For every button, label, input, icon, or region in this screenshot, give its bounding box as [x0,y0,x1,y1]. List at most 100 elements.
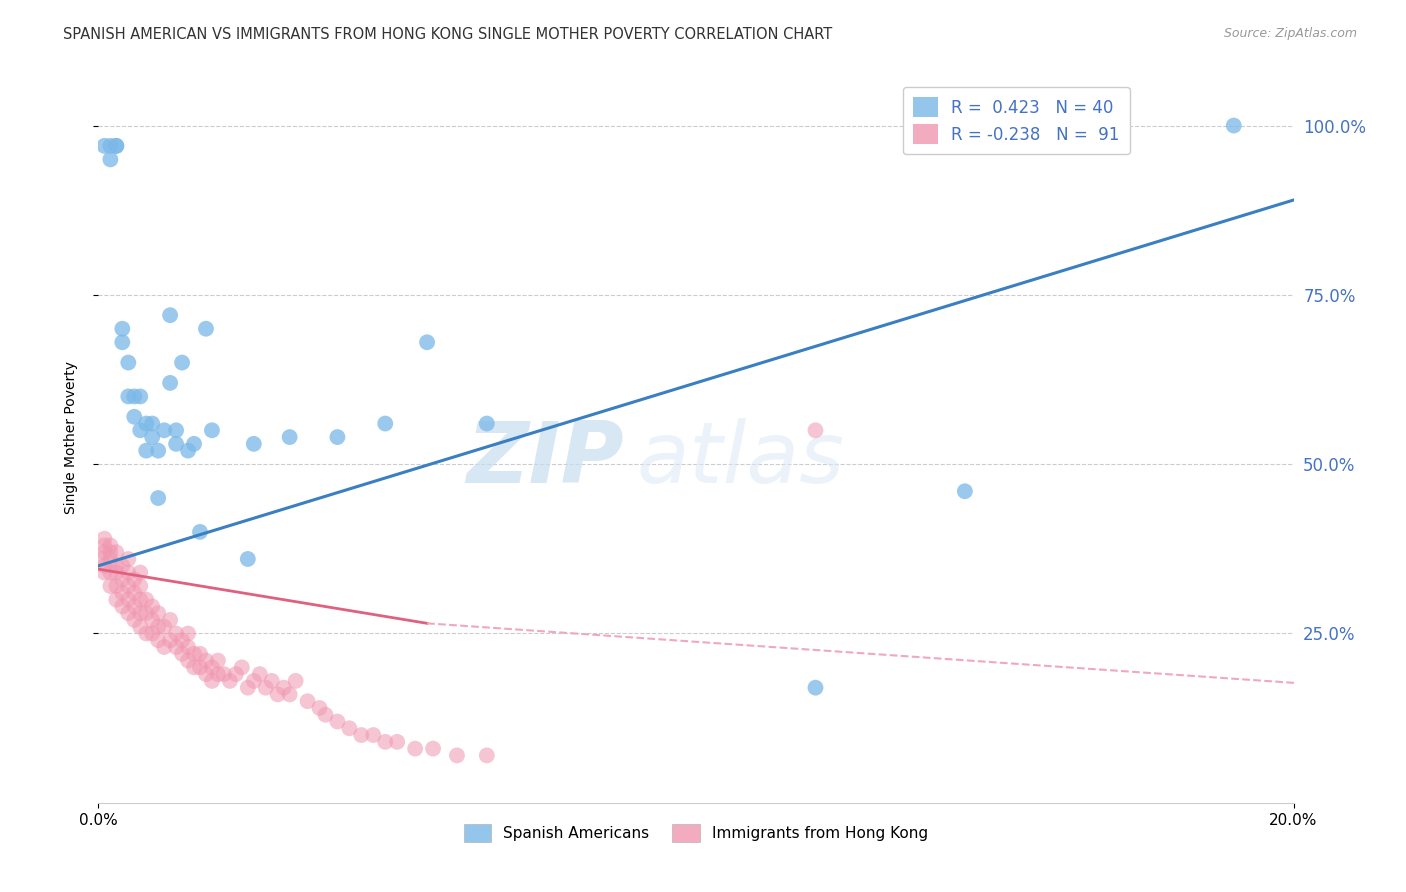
Text: ZIP: ZIP [467,417,624,500]
Point [446,748,468,763]
Point [141,417,163,431]
Point [129,423,152,437]
Point [124,572,146,586]
Point [141,613,163,627]
Point [212,667,235,681]
Point [404,741,426,756]
Point [422,741,444,756]
Point [326,714,349,729]
Point [315,707,337,722]
Point [284,673,307,688]
Point [124,409,146,424]
Point [111,335,134,350]
Y-axis label: Single Mother Poverty: Single Mother Poverty [63,360,77,514]
Text: atlas: atlas [637,417,844,500]
Point [267,688,290,702]
Point [129,579,152,593]
Point [98,566,122,580]
Point [117,552,139,566]
Point [374,417,396,431]
Point [98,579,122,593]
Point [90,552,112,566]
Point [124,586,146,600]
Point [135,626,157,640]
Point [804,681,827,695]
Point [93,538,115,552]
Point [278,688,301,702]
Point [195,654,218,668]
Point [273,681,295,695]
Point [148,443,170,458]
Point [159,308,181,322]
Point [98,545,122,559]
Point [416,335,439,350]
Point [165,423,187,437]
Point [159,613,181,627]
Point [129,389,152,403]
Point [111,586,134,600]
Point [129,566,152,580]
Point [135,606,157,620]
Point [148,620,170,634]
Point [93,566,115,580]
Point [183,660,205,674]
Text: Source: ZipAtlas.com: Source: ZipAtlas.com [1223,27,1357,40]
Point [1223,119,1246,133]
Point [105,592,128,607]
Point [260,673,283,688]
Point [124,599,146,614]
Point [188,660,211,674]
Point [148,633,170,648]
Point [207,667,229,681]
Point [129,592,152,607]
Point [111,572,134,586]
Point [195,322,218,336]
Point [141,599,163,614]
Point [98,538,122,552]
Point [98,153,122,167]
Point [804,423,827,437]
Point [350,728,373,742]
Point [231,660,253,674]
Point [201,673,224,688]
Point [243,673,266,688]
Point [159,376,181,390]
Point [165,626,187,640]
Point [363,728,385,742]
Point [475,417,498,431]
Point [129,620,152,634]
Point [297,694,319,708]
Point [172,355,194,369]
Point [165,640,187,654]
Point [183,437,205,451]
Point [124,389,146,403]
Point [201,423,224,437]
Point [117,579,139,593]
Point [236,681,259,695]
Text: SPANISH AMERICAN VS IMMIGRANTS FROM HONG KONG SINGLE MOTHER POVERTY CORRELATION : SPANISH AMERICAN VS IMMIGRANTS FROM HONG… [63,27,832,42]
Point [249,667,271,681]
Point [135,417,157,431]
Point [124,613,146,627]
Point [172,647,194,661]
Point [98,552,122,566]
Point [219,673,242,688]
Point [385,735,409,749]
Point [475,748,498,763]
Point [135,592,157,607]
Point [135,443,157,458]
Point [953,484,976,499]
Point [105,545,128,559]
Point [98,139,122,153]
Point [105,579,128,593]
Point [153,640,176,654]
Point [111,558,134,573]
Point [105,558,128,573]
Point [93,532,115,546]
Point [105,139,128,153]
Point [243,437,266,451]
Point [153,620,176,634]
Point [148,491,170,505]
Point [326,430,349,444]
Point [177,626,200,640]
